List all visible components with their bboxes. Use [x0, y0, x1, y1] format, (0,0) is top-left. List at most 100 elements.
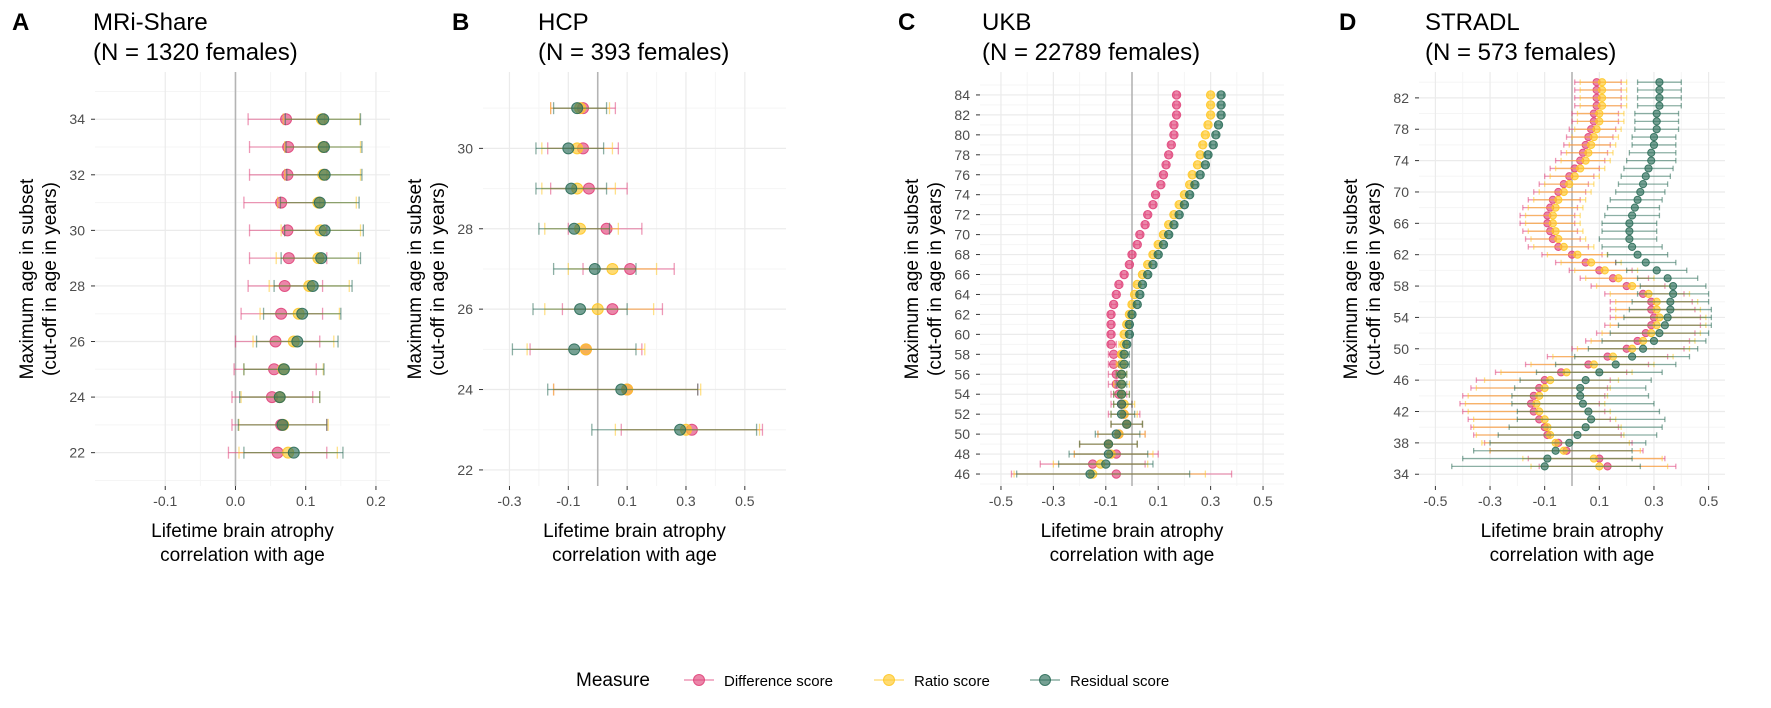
data-point — [1135, 229, 1145, 240]
data-point — [1148, 199, 1158, 210]
data-point — [1543, 454, 1552, 463]
y-tick-label: 30 — [69, 222, 85, 238]
data-point — [1576, 164, 1585, 173]
y-tick-label: 82 — [1393, 90, 1409, 106]
x-tick-label: 0.1 — [1590, 493, 1610, 509]
data-point — [1187, 170, 1197, 180]
panel-d: -0.5 -0.3 -0.1 0.1 0.3 0.5 34 38 42 46 50 54 58 62 66 7… — [1339, 9, 1725, 566]
data-point — [318, 168, 331, 181]
data-point — [1597, 85, 1607, 95]
legend-item-difference: Difference score — [684, 673, 833, 690]
data-point — [1628, 211, 1637, 220]
y-tick-label: 50 — [1393, 341, 1409, 357]
data-point — [1578, 399, 1588, 408]
y-tick-label: 54 — [954, 386, 970, 402]
data-point — [1111, 429, 1121, 439]
data-point — [296, 307, 309, 320]
panel-letter: B — [452, 9, 469, 36]
data-point — [1158, 239, 1169, 250]
data-point — [1163, 229, 1174, 240]
data-point — [574, 303, 587, 316]
data-point — [1116, 389, 1127, 399]
data-point — [1663, 274, 1672, 283]
y-tick-label: 80 — [954, 127, 970, 143]
panel-b: -0.3 -0.1 0.1 0.3 0.5 22 24 26 28 30 B HCP (N = 393 … — [405, 9, 786, 566]
data-point — [1116, 379, 1127, 389]
x-axis-title: correlation with age — [1490, 545, 1655, 566]
y-tick-label: 60 — [954, 326, 970, 342]
x-axis-title: correlation with age — [1050, 545, 1215, 566]
grid — [483, 72, 786, 486]
x-axis-title: Lifetime brain atrophy — [151, 521, 334, 542]
data-point — [1200, 130, 1211, 140]
data-point — [1576, 383, 1585, 393]
x-tick-label: -0.3 — [497, 493, 521, 509]
data-point — [1573, 430, 1582, 440]
data-point — [1205, 90, 1216, 100]
data-point — [1106, 339, 1116, 350]
data-point — [1169, 130, 1179, 140]
data-point — [1108, 299, 1119, 310]
data-point — [1548, 211, 1557, 220]
legend-point-ratio — [883, 674, 895, 686]
data-point — [1565, 180, 1574, 189]
data-point — [1216, 90, 1226, 100]
x-axis-title: Lifetime brain atrophy — [1481, 521, 1664, 542]
panel-c: -0.5 -0.3 -0.1 0.1 0.3 0.5 46 48 50 52 54 56 58 60 62 6… — [898, 9, 1284, 566]
data-point — [1143, 209, 1153, 220]
data-point — [1559, 187, 1568, 197]
panel-title: STRADL — [1425, 9, 1520, 36]
data-point — [1587, 258, 1596, 267]
y-tick-label: 78 — [954, 147, 970, 163]
data-point — [1179, 199, 1190, 210]
data-point — [1135, 289, 1145, 300]
data-point — [1216, 110, 1226, 120]
data-point — [1576, 391, 1585, 400]
y-tick-label: 84 — [954, 87, 970, 103]
data-point — [1103, 449, 1114, 459]
data-point — [1647, 156, 1656, 165]
data-point — [1203, 120, 1213, 130]
data-point — [1597, 78, 1607, 87]
y-tick-label: 62 — [954, 306, 970, 322]
y-tick-label: 22 — [457, 462, 473, 478]
data-point — [1540, 462, 1549, 471]
data-point — [1587, 140, 1596, 150]
data-point — [1119, 359, 1129, 369]
series-residual — [1451, 78, 1712, 471]
data-point — [1124, 259, 1135, 270]
data-point — [1652, 125, 1661, 134]
data-point — [1570, 172, 1579, 181]
data-point — [1200, 160, 1211, 170]
y-axis-title: Maximum age in subset — [17, 178, 38, 379]
y-tick-label: 54 — [1393, 309, 1409, 325]
data-point — [1595, 368, 1604, 377]
grid — [980, 72, 1284, 486]
legend: Measure Difference score Ratio score Res… — [576, 670, 1169, 691]
data-point — [1132, 239, 1142, 250]
data-point — [1153, 249, 1163, 260]
data-point — [1551, 446, 1560, 455]
y-tick-label: 46 — [1393, 372, 1409, 388]
data-point — [1581, 156, 1590, 165]
x-tick-label: 0.1 — [617, 493, 637, 509]
y-tick-label: 68 — [954, 247, 970, 263]
data-point — [1647, 148, 1656, 157]
x-tick-label: 0.5 — [735, 493, 755, 509]
data-point — [1111, 289, 1121, 300]
data-point — [1216, 100, 1226, 110]
panel-title: UKB — [982, 9, 1031, 36]
data-point — [1565, 438, 1574, 447]
data-point — [1551, 227, 1560, 236]
x-tick-label: 0.5 — [1699, 493, 1719, 509]
y-tick-label: 46 — [954, 466, 970, 482]
x-tick-label: -0.1 — [1094, 493, 1118, 509]
x-tick-label: 0.1 — [1148, 493, 1168, 509]
data-point — [615, 383, 628, 396]
data-point — [1666, 297, 1675, 306]
data-point — [1205, 110, 1216, 120]
data-point — [1171, 100, 1182, 110]
data-point — [317, 113, 330, 126]
data-point — [1584, 407, 1593, 416]
